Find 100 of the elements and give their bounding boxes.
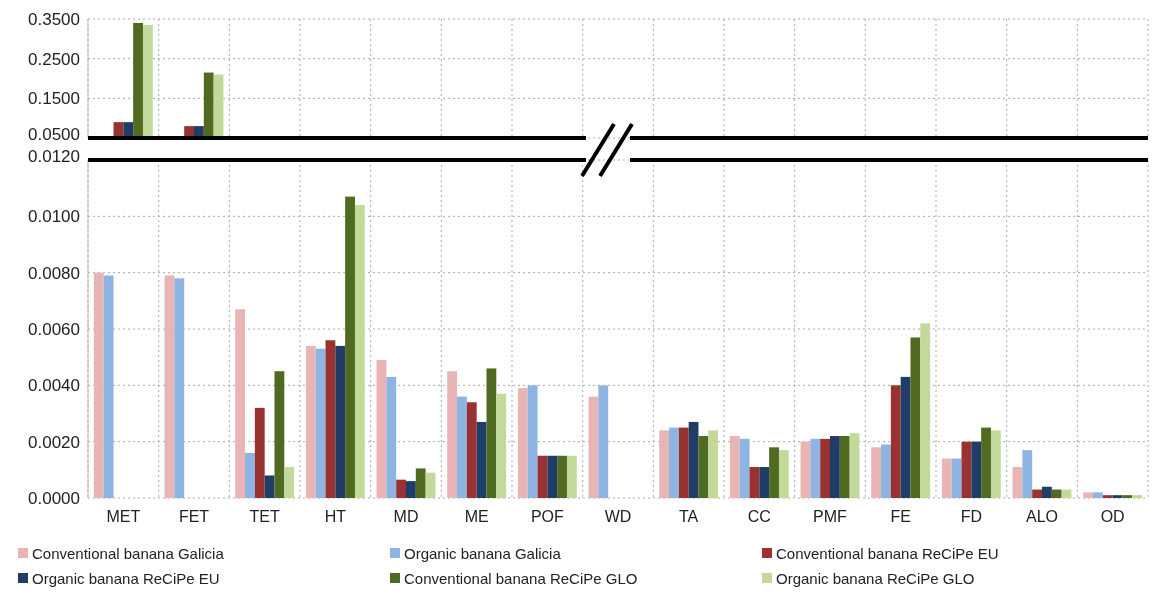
bar	[881, 444, 891, 498]
x-tick-label: MET	[106, 508, 141, 525]
bar	[335, 345, 346, 498]
bar	[961, 441, 972, 498]
bar	[1032, 489, 1042, 498]
bar	[941, 458, 952, 498]
legend-label: Conventional banana ReCiPe GLO	[404, 570, 638, 588]
x-tick-label: TET	[249, 508, 280, 525]
bar	[708, 430, 719, 498]
bar	[1022, 450, 1033, 498]
x-tick-label: POF	[530, 508, 565, 525]
bar	[496, 393, 507, 498]
bar	[890, 385, 901, 498]
bar	[415, 468, 426, 498]
bar	[810, 438, 821, 498]
bar	[264, 475, 275, 498]
bar	[325, 340, 336, 498]
y-tick-label: 0.0080	[28, 263, 80, 283]
legend-label: Conventional banana ReCiPe EU	[776, 545, 999, 563]
bar	[900, 376, 911, 498]
bar	[174, 278, 185, 498]
bar	[739, 438, 750, 498]
bar	[164, 275, 175, 498]
bar	[839, 436, 850, 498]
x-tick-label: HT	[324, 508, 347, 525]
y-tick-label: 0.0100	[28, 207, 80, 227]
bar	[981, 427, 991, 498]
bar	[447, 371, 458, 498]
y-tick-label: 0.1500	[28, 89, 80, 109]
bar	[971, 441, 982, 498]
bar	[315, 348, 326, 498]
y-tick-label: 0.0060	[28, 319, 80, 339]
bar	[274, 371, 285, 498]
bar	[778, 450, 789, 498]
y-tick-label: 0.2500	[28, 49, 80, 69]
bar	[557, 455, 567, 498]
bar	[598, 385, 609, 498]
bar	[1012, 467, 1023, 498]
bar	[457, 396, 467, 498]
x-tick-label: CC	[747, 508, 771, 525]
bar	[476, 421, 487, 498]
bar	[103, 275, 114, 498]
bar	[920, 323, 931, 498]
bar	[659, 430, 670, 498]
y-tick-label: 0.3500	[28, 9, 80, 29]
bar	[386, 376, 397, 498]
bar	[354, 205, 365, 498]
y-tick-label: 0.0040	[28, 376, 80, 396]
legend-label: Conventional banana Galicia	[32, 545, 225, 563]
bar	[669, 427, 679, 498]
bar	[1132, 495, 1143, 498]
x-tick-label: ME	[464, 508, 489, 525]
x-tick-label: PMF	[813, 508, 848, 525]
bar	[871, 447, 882, 498]
legend-label: Organic banana ReCiPe EU	[32, 570, 220, 588]
bar	[305, 345, 316, 498]
x-tick-label: ALO	[1025, 508, 1059, 525]
bar	[749, 467, 760, 498]
x-tick-label: TA	[679, 508, 699, 525]
bar	[759, 467, 770, 498]
bar	[245, 452, 255, 498]
y-tick-label: 0.0000	[28, 488, 80, 508]
bar	[990, 430, 1001, 498]
bar	[588, 396, 599, 498]
bar	[910, 337, 921, 498]
bar	[698, 436, 709, 498]
x-tick-label: MD	[393, 508, 419, 525]
x-tick-label: FE	[890, 508, 911, 525]
bar	[1093, 492, 1103, 498]
bar	[820, 438, 830, 498]
bar	[1112, 495, 1123, 498]
bar	[769, 447, 779, 498]
bar	[486, 368, 497, 498]
x-tick-label: FET	[178, 508, 210, 525]
bar	[235, 309, 246, 498]
bar	[800, 441, 811, 498]
bar	[1042, 486, 1052, 498]
bar	[527, 385, 538, 498]
bar	[254, 407, 265, 498]
bar	[284, 467, 295, 498]
x-tick-label: FD	[960, 508, 982, 525]
x-tick-label: OD	[1100, 508, 1125, 525]
bar	[376, 359, 387, 498]
bar	[547, 455, 558, 498]
bar	[406, 481, 416, 498]
bar	[849, 433, 860, 498]
bar	[396, 479, 406, 498]
y-tick-label: 0.0020	[28, 432, 80, 452]
bar	[678, 427, 689, 498]
legend-label: Organic banana ReCiPe GLO	[776, 570, 975, 588]
bar	[688, 421, 699, 498]
legend-label: Organic banana Galicia	[404, 545, 562, 563]
bar	[1102, 495, 1113, 498]
bar	[517, 388, 528, 498]
bar	[1122, 495, 1133, 498]
bar	[425, 472, 436, 498]
bar	[466, 402, 477, 498]
bar	[345, 196, 355, 498]
y-tick-label: 0.0500	[28, 124, 80, 144]
bar	[566, 455, 577, 498]
